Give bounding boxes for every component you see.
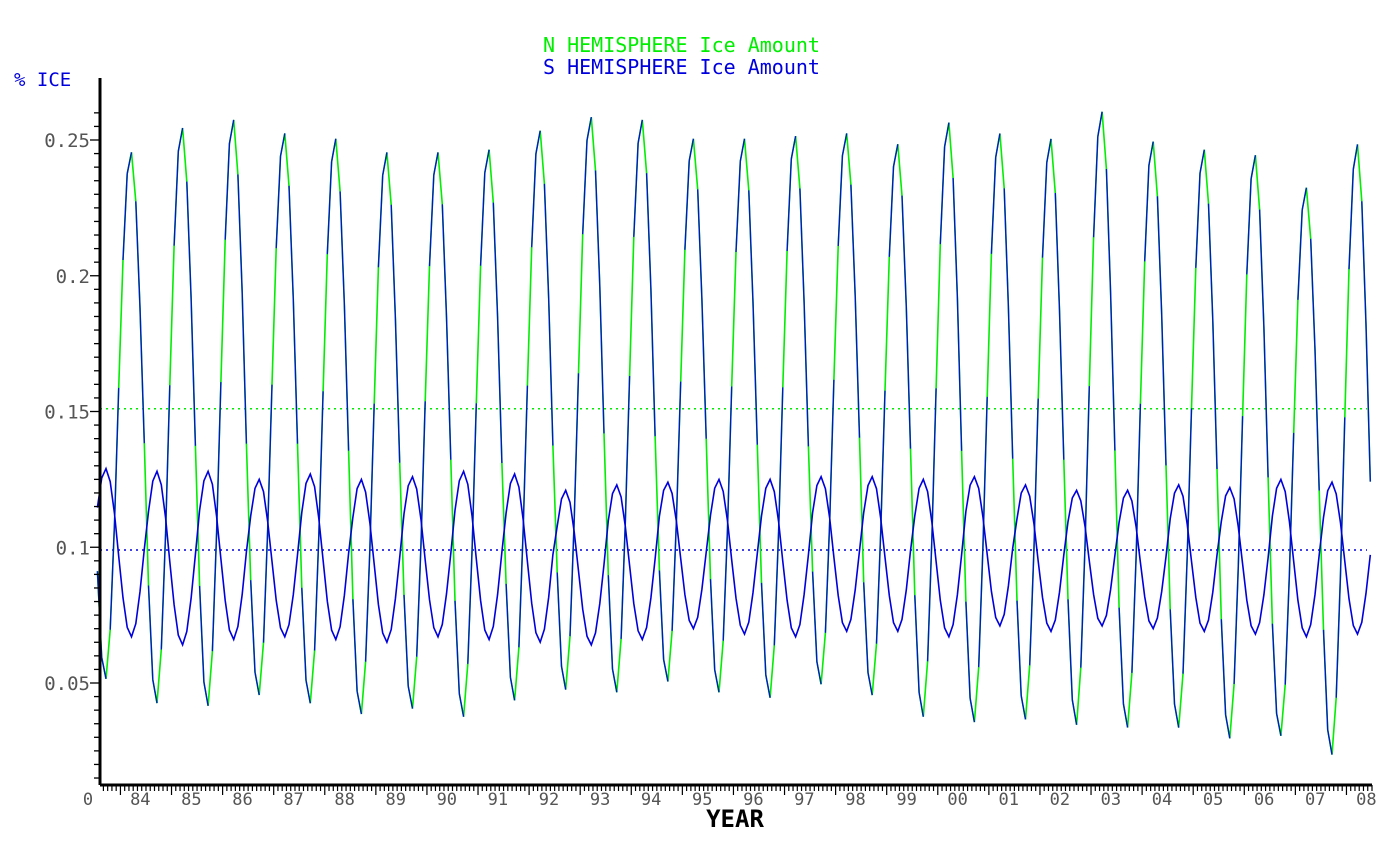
x-tick-label: 99 bbox=[896, 790, 916, 810]
x-tick-label: 92 bbox=[539, 790, 559, 810]
series-line-n-hemisphere-overlay bbox=[96, 111, 1371, 755]
x-tick-label: 08 bbox=[1356, 790, 1376, 810]
y-tick-label: 0.1 bbox=[56, 537, 90, 559]
y-tick-label: 0.2 bbox=[56, 266, 90, 288]
x-tick-label: 86 bbox=[232, 790, 252, 810]
y-axis-label: % ICE bbox=[14, 69, 71, 91]
x-tick-label: 05 bbox=[1203, 790, 1223, 810]
x-tick-label: 88 bbox=[334, 790, 354, 810]
x-tick-label: 04 bbox=[1152, 790, 1172, 810]
y-tick-label: 0.25 bbox=[44, 130, 90, 152]
series-line-n-hemisphere bbox=[96, 111, 1372, 755]
x-tick-label: 95 bbox=[692, 790, 712, 810]
y-ticks: 0.05 0.1 0.15 0.2 0.25 bbox=[44, 112, 100, 779]
x-tick-label: 01 bbox=[999, 790, 1019, 810]
x-ticks: 0 84 85 86 87 88 89 90 91 92 93 94 95 96 97 98 99 00 01 02 0… bbox=[83, 785, 1377, 810]
legend-n-hemisphere: N HEMISPHERE Ice Amount bbox=[543, 33, 820, 57]
x-tick-label: 00 bbox=[947, 790, 967, 810]
x-tick-label: 94 bbox=[641, 790, 661, 810]
series-line-s-hemisphere bbox=[96, 466, 1372, 648]
x-tick-label: 03 bbox=[1101, 790, 1121, 810]
axes bbox=[98, 78, 1372, 787]
x-tick-label: 93 bbox=[590, 790, 610, 810]
series-layer bbox=[96, 111, 1372, 755]
x-tick-label: 96 bbox=[743, 790, 763, 810]
x-tick-label: 97 bbox=[794, 790, 814, 810]
x-tick-label: 84 bbox=[130, 790, 150, 810]
chart-title: N HEMISPHERE Ice Amount S HEMISPHERE Ice… bbox=[543, 33, 820, 79]
x-tick-label: 0 bbox=[83, 790, 93, 810]
x-tick-label: 89 bbox=[385, 790, 405, 810]
x-tick-label: 91 bbox=[488, 790, 508, 810]
y-tick-label: 0.05 bbox=[44, 673, 90, 695]
x-tick-label: 87 bbox=[283, 790, 303, 810]
y-tick-label: 0.15 bbox=[44, 402, 90, 424]
x-axis-label: YEAR bbox=[706, 805, 764, 833]
legend-s-hemisphere: S HEMISPHERE Ice Amount bbox=[543, 55, 820, 79]
x-tick-label: 02 bbox=[1050, 790, 1070, 810]
x-tick-label: 90 bbox=[437, 790, 457, 810]
x-tick-label: 98 bbox=[845, 790, 865, 810]
x-tick-label: 85 bbox=[181, 790, 201, 810]
x-tick-label: 06 bbox=[1254, 790, 1274, 810]
x-tick-label: 07 bbox=[1305, 790, 1325, 810]
reference-lines bbox=[100, 408, 1367, 551]
